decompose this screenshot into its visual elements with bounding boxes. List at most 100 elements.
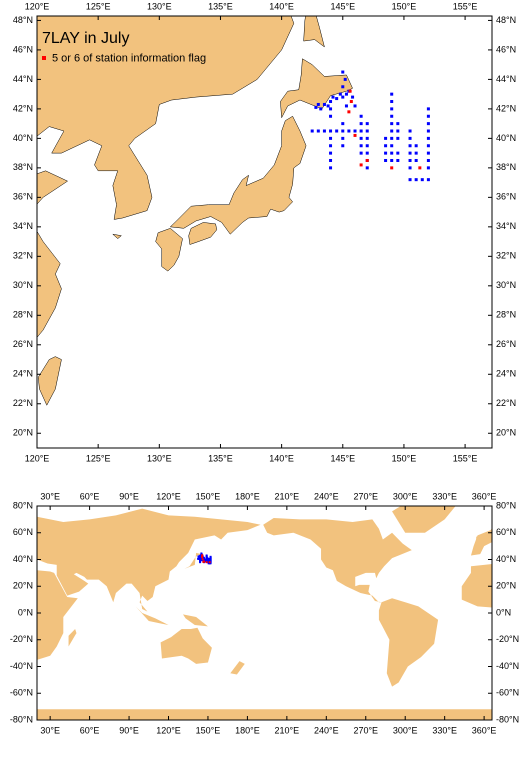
station-point (359, 129, 363, 133)
x-tick-label: 120°E (25, 453, 50, 463)
station-point (353, 104, 357, 108)
station-point (384, 144, 388, 148)
station-point (310, 129, 314, 133)
station-point (396, 136, 400, 140)
station-point (426, 166, 430, 170)
y-tick-label: 60°N (13, 527, 33, 537)
station-point (365, 136, 369, 140)
station-point (347, 129, 351, 133)
x-tick-label: 300°E (393, 725, 418, 735)
land (230, 661, 245, 675)
x-tick-label: 150°E (196, 491, 221, 501)
y-tick-label: 80°N (496, 500, 516, 510)
station-point (418, 166, 422, 170)
station-point (390, 166, 394, 170)
station-point (344, 104, 348, 108)
y-tick-label: 40°N (13, 133, 33, 143)
station-point (206, 558, 209, 561)
x-tick-label: 30°E (40, 725, 60, 735)
map-title: 7LAY in July (42, 30, 129, 47)
station-point (420, 178, 424, 182)
station-point (426, 144, 430, 148)
station-point (414, 151, 418, 155)
y-tick-label: 22°N (496, 398, 516, 408)
station-point (203, 560, 206, 563)
land (184, 552, 202, 569)
x-tick-label: 210°E (275, 491, 300, 501)
y-tick-label: 22°N (13, 398, 33, 408)
x-tick-label: 140°E (269, 453, 294, 463)
station-point (426, 122, 430, 126)
station-point (390, 114, 394, 118)
station-point (341, 85, 345, 89)
station-point (326, 104, 330, 108)
y-tick-label: 20°N (13, 428, 33, 438)
y-tick-label: -80°N (496, 714, 519, 724)
station-point (426, 151, 430, 155)
x-tick-label: 180°E (235, 491, 260, 501)
land (392, 506, 456, 533)
station-point (329, 166, 333, 170)
station-point (341, 95, 345, 99)
station-point (201, 556, 204, 559)
x-tick-label: 240°E (314, 491, 339, 501)
station-point (426, 114, 430, 118)
station-point (384, 136, 388, 140)
station-point (319, 107, 323, 111)
x-tick-label: 120°E (25, 1, 50, 11)
station-point (408, 144, 412, 148)
y-tick-label: 42°N (496, 103, 516, 113)
y-tick-label: 24°N (13, 369, 33, 379)
station-point (408, 158, 412, 162)
station-point (414, 144, 418, 148)
x-tick-label: 150°E (392, 453, 417, 463)
frame-top (36, 15, 493, 449)
land (169, 115, 307, 235)
station-point (384, 158, 388, 162)
land (135, 606, 169, 626)
station-point (209, 562, 212, 565)
x-tick-label: 130°E (147, 1, 172, 11)
station-point (201, 558, 204, 561)
y-tick-label: 42°N (13, 103, 33, 113)
y-tick-label: 44°N (13, 74, 33, 84)
x-tick-label: 135°E (208, 1, 233, 11)
station-point (365, 144, 369, 148)
x-tick-label: 150°E (196, 725, 221, 735)
station-point (359, 136, 363, 140)
land-world (37, 506, 492, 720)
land (155, 228, 183, 272)
station-point (351, 95, 355, 99)
land (303, 16, 325, 48)
station-point (365, 151, 369, 155)
station-point (343, 77, 347, 81)
y-tick-label: 48°N (496, 15, 516, 25)
station-point (359, 114, 363, 118)
station-point (335, 129, 339, 133)
y-tick-label: 36°N (496, 192, 516, 202)
x-tick-label: 120°E (156, 491, 181, 501)
x-tick-label: 150°E (392, 1, 417, 11)
y-tick-label: 20°N (496, 581, 516, 591)
x-tick-label: 140°E (269, 1, 294, 11)
station-point (414, 178, 418, 182)
y-tick-label: 20°N (13, 581, 33, 591)
x-tick-label: 360°E (472, 491, 497, 501)
station-point (426, 158, 430, 162)
station-point (344, 92, 348, 96)
y-tick-label: 28°N (13, 310, 33, 320)
station-point (322, 129, 326, 133)
y-tick-label: 30°N (13, 280, 33, 290)
station-point (329, 114, 333, 118)
station-point (396, 151, 400, 155)
x-tick-label: 155°E (453, 453, 478, 463)
y-tick-label: -40°N (10, 661, 33, 671)
y-tick-label: 44°N (496, 74, 516, 84)
y-tick-label: 38°N (496, 162, 516, 172)
x-tick-label: 120°E (156, 725, 181, 735)
station-point (331, 95, 335, 99)
x-tick-label: 145°E (330, 453, 355, 463)
land (188, 222, 218, 245)
station-point (408, 151, 412, 155)
station-point (353, 129, 357, 133)
